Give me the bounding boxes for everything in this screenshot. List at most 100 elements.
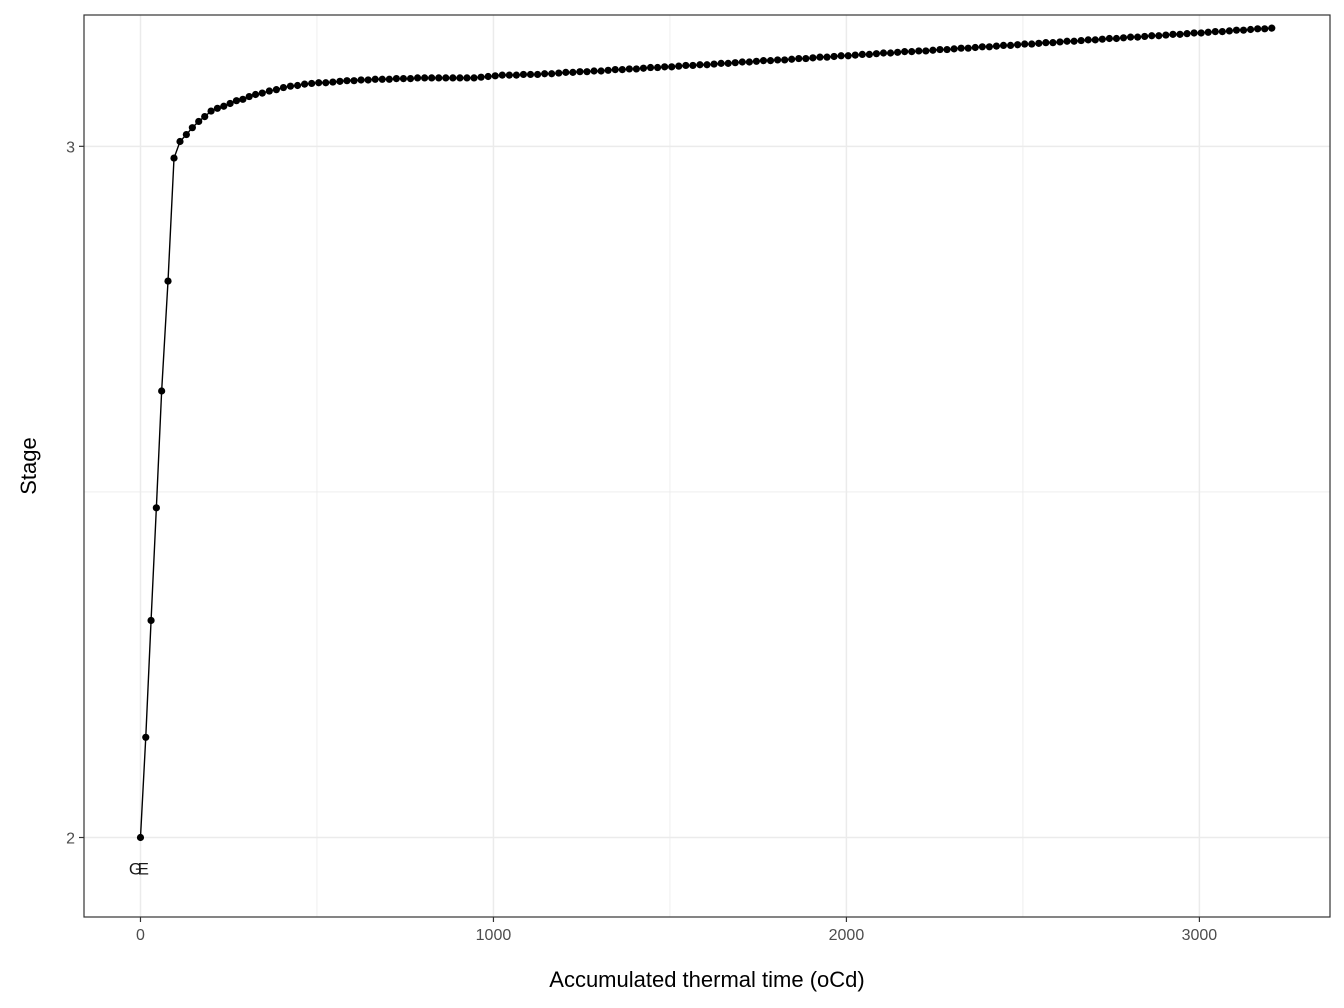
data-point — [413, 74, 422, 82]
data-point — [336, 77, 344, 85]
data-point — [329, 78, 337, 86]
data-point — [477, 73, 485, 81]
data-point — [1246, 25, 1255, 34]
data-point — [170, 154, 178, 162]
data-point — [844, 52, 852, 60]
data-point — [1169, 30, 1177, 38]
data-point — [147, 616, 155, 625]
data-point — [978, 43, 986, 51]
data-point — [1112, 34, 1121, 43]
data-point — [1176, 30, 1184, 38]
data-point — [618, 66, 626, 74]
data-point — [943, 45, 951, 54]
data-point — [1014, 41, 1022, 49]
data-point — [639, 64, 648, 72]
data-point — [201, 113, 209, 121]
data-point — [519, 70, 528, 79]
data-point — [802, 54, 810, 63]
data-point — [894, 48, 902, 56]
data-point — [1261, 25, 1269, 33]
data-point — [399, 74, 408, 83]
data-point — [385, 75, 393, 83]
data-point — [922, 47, 930, 55]
data-point — [142, 733, 150, 741]
data-point — [207, 107, 215, 115]
data-point — [1134, 33, 1142, 41]
data-point — [1105, 34, 1113, 43]
data-point — [858, 50, 866, 58]
data-point — [703, 61, 711, 69]
data-point — [322, 79, 330, 87]
data-point — [371, 75, 379, 83]
data-point — [788, 55, 796, 63]
data-point — [724, 59, 732, 67]
data-point — [1035, 39, 1043, 47]
data-point — [717, 59, 725, 67]
data-point — [675, 62, 683, 70]
data-point — [421, 74, 429, 82]
data-point — [809, 54, 817, 62]
data-point — [950, 45, 958, 53]
data-point — [1021, 40, 1029, 48]
data-point — [484, 72, 492, 81]
data-point — [992, 42, 1001, 50]
y-tick-label: 2 — [66, 831, 75, 848]
data-point — [1056, 38, 1064, 46]
data-point — [901, 48, 909, 56]
data-point — [1077, 36, 1085, 45]
data-point — [463, 74, 471, 82]
data-point — [1204, 28, 1212, 36]
point-annotation-label: G — [129, 860, 142, 879]
data-point — [251, 90, 260, 99]
data-point — [272, 86, 280, 94]
y-tick-label: 3 — [66, 139, 75, 156]
data-point — [936, 45, 944, 54]
data-point — [985, 43, 993, 51]
data-point — [456, 74, 464, 82]
data-point — [164, 277, 172, 285]
data-point — [668, 63, 676, 71]
data-point — [315, 79, 323, 87]
data-point — [872, 50, 881, 58]
y-axis-title: Stage — [16, 437, 41, 495]
data-point — [1183, 30, 1191, 38]
data-point — [1190, 29, 1198, 37]
x-axis: 0 1000 2000 3000 — [136, 917, 1217, 944]
data-point — [350, 77, 358, 85]
data-point — [1063, 37, 1071, 45]
data-point — [555, 69, 563, 77]
data-point — [505, 71, 513, 79]
data-point — [759, 57, 768, 65]
data-point — [378, 75, 386, 83]
point-labels: GE — [129, 860, 149, 879]
data-point — [286, 82, 295, 90]
data-point — [1084, 36, 1092, 44]
data-point — [696, 61, 704, 69]
data-point — [795, 54, 803, 63]
data-point — [1126, 33, 1135, 41]
data-point — [239, 95, 247, 103]
data-point — [245, 92, 253, 101]
data-point — [364, 76, 372, 84]
data-point — [258, 89, 266, 97]
data-point — [1239, 26, 1248, 34]
data-point — [406, 74, 415, 83]
data-point — [851, 51, 859, 59]
x-tick-label: 1000 — [476, 927, 512, 944]
data-point — [512, 71, 520, 79]
data-point — [195, 117, 203, 126]
x-tick-label: 3000 — [1182, 927, 1218, 944]
data-point — [731, 59, 739, 67]
data-point — [1155, 32, 1163, 40]
data-point — [837, 52, 845, 60]
data-point — [442, 74, 450, 82]
data-point — [301, 80, 309, 88]
data-point — [583, 68, 591, 76]
data-point — [915, 47, 923, 55]
data-point — [738, 58, 746, 66]
data-point — [1006, 41, 1015, 50]
data-point — [597, 67, 605, 75]
data-point — [470, 74, 478, 82]
data-point — [1049, 39, 1057, 47]
